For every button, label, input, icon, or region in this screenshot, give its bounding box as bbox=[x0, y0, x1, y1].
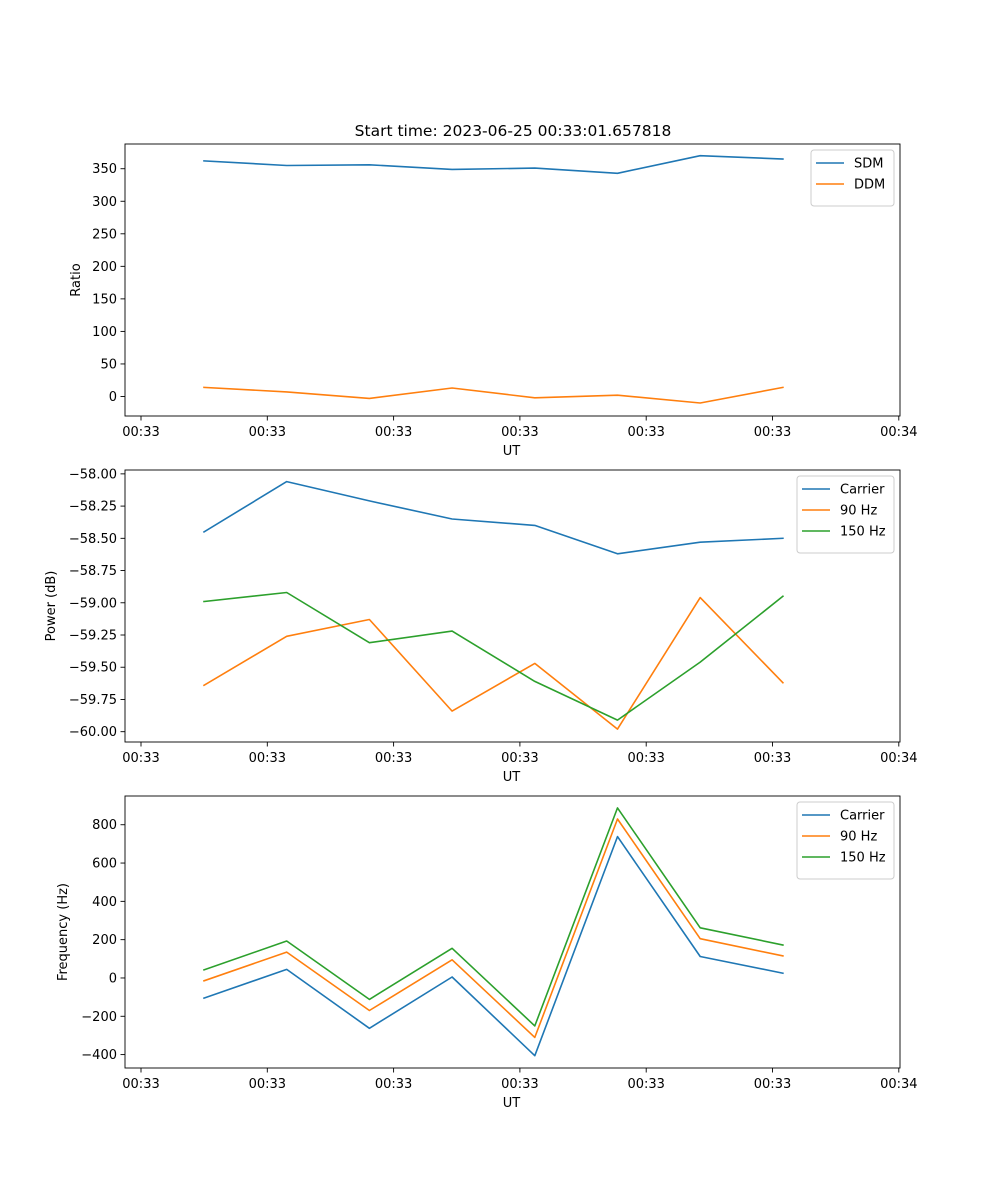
x-tick-label: 00:34 bbox=[880, 425, 917, 440]
x-tick-label: 00:33 bbox=[754, 751, 791, 766]
y-tick-label: 200 bbox=[92, 933, 117, 948]
y-axis-label: Frequency (Hz) bbox=[56, 883, 71, 981]
y-tick-label: −59.50 bbox=[69, 661, 117, 676]
y-tick-label: −60.00 bbox=[69, 725, 117, 740]
x-axis-label: UT bbox=[503, 1096, 521, 1111]
y-tick-label: −58.75 bbox=[69, 564, 117, 579]
legend-label: SDM bbox=[854, 157, 883, 172]
series-line-carrier bbox=[202, 480, 784, 555]
x-tick-label: 00:33 bbox=[754, 425, 791, 440]
y-tick-label: 100 bbox=[92, 325, 117, 340]
x-tick-label: 00:34 bbox=[880, 751, 917, 766]
x-axis-label: UT bbox=[503, 444, 521, 459]
legend-label: 150 Hz bbox=[840, 525, 886, 540]
legend-label: 90 Hz bbox=[840, 504, 877, 519]
y-axis-label: Ratio bbox=[69, 263, 84, 296]
series-line-150-hz bbox=[202, 807, 784, 1027]
x-tick-label: 00:33 bbox=[501, 425, 538, 440]
legend-frame bbox=[796, 475, 895, 554]
x-tick-label: 00:33 bbox=[501, 1077, 538, 1092]
x-tick-label: 00:33 bbox=[122, 751, 159, 766]
x-tick-label: 00:33 bbox=[122, 1077, 159, 1092]
x-axis-label: UT bbox=[503, 770, 521, 785]
y-tick-label: −59.25 bbox=[69, 629, 117, 644]
x-tick-label: 00:33 bbox=[627, 425, 664, 440]
y-tick-label: 150 bbox=[92, 292, 117, 307]
y-tick-label: 250 bbox=[92, 227, 117, 242]
y-tick-label: 800 bbox=[92, 818, 117, 833]
y-tick-label: −58.25 bbox=[69, 500, 117, 515]
y-tick-label: 0 bbox=[109, 390, 117, 405]
legend-label: Carrier bbox=[840, 483, 885, 498]
figure-title: Start time: 2023-06-25 00:33:01.657818 bbox=[355, 122, 672, 140]
series-line-carrier bbox=[202, 835, 784, 1057]
x-tick-label: 00:34 bbox=[880, 1077, 917, 1092]
x-tick-label: 00:33 bbox=[375, 751, 412, 766]
legend-label: 90 Hz bbox=[840, 830, 877, 845]
x-tick-label: 00:33 bbox=[501, 751, 538, 766]
subplot-2: 00:33 00:33 00:33 00:33 00:33 00:33 00:34 −60.0… bbox=[44, 467, 918, 785]
series-line-ddm bbox=[203, 386, 784, 404]
legend: SDM DDM bbox=[810, 149, 895, 207]
y-tick-label: 300 bbox=[92, 195, 117, 210]
x-tick-label: 00:33 bbox=[375, 1077, 412, 1092]
y-tick-label: −58.00 bbox=[69, 467, 117, 482]
legend: Carrier 90 Hz 150 Hz bbox=[796, 475, 895, 554]
series-line-90-hz bbox=[202, 596, 785, 730]
legend-label: DDM bbox=[854, 178, 885, 193]
y-tick-label: −59.75 bbox=[69, 693, 117, 708]
x-tick-label: 00:33 bbox=[375, 425, 412, 440]
plot-area bbox=[124, 143, 901, 417]
legend: Carrier 90 Hz 150 Hz bbox=[796, 801, 895, 880]
legend-label: 150 Hz bbox=[840, 851, 886, 866]
series-line-sdm bbox=[203, 154, 784, 175]
subplots: 00:33 00:33 00:33 00:33 00:33 00:33 00:34 0 50 10… bbox=[44, 143, 918, 1111]
y-tick-label: −200 bbox=[81, 1010, 117, 1025]
y-tick-label: 350 bbox=[92, 162, 117, 177]
series-line-90-hz bbox=[202, 818, 784, 1039]
plot-area bbox=[124, 469, 901, 743]
y-tick-label: 200 bbox=[92, 260, 117, 275]
series-line-150-hz bbox=[203, 591, 785, 721]
x-tick-label: 00:33 bbox=[754, 1077, 791, 1092]
y-axis-label: Power (dB) bbox=[44, 571, 59, 642]
y-tick-label: −58.50 bbox=[69, 532, 117, 547]
y-tick-label: −400 bbox=[81, 1048, 117, 1063]
subplot-1: 00:33 00:33 00:33 00:33 00:33 00:33 00:34 0 50 10… bbox=[69, 143, 918, 459]
x-tick-label: 00:33 bbox=[249, 1077, 286, 1092]
subplot-3: 00:33 00:33 00:33 00:33 00:33 00:33 00:34 −400 −… bbox=[56, 795, 918, 1111]
legend-label: Carrier bbox=[840, 809, 885, 824]
y-tick-label: −59.00 bbox=[69, 596, 117, 611]
x-tick-label: 00:33 bbox=[122, 425, 159, 440]
legend-frame bbox=[810, 149, 895, 207]
x-tick-label: 00:33 bbox=[627, 751, 664, 766]
y-tick-label: 400 bbox=[92, 895, 117, 910]
x-tick-label: 00:33 bbox=[249, 751, 286, 766]
y-tick-label: 600 bbox=[92, 857, 117, 872]
y-tick-label: 0 bbox=[109, 971, 117, 986]
plot-area bbox=[124, 795, 901, 1069]
legend-frame bbox=[796, 801, 895, 880]
x-tick-label: 00:33 bbox=[627, 1077, 664, 1092]
y-tick-label: 50 bbox=[100, 357, 117, 372]
x-tick-label: 00:33 bbox=[249, 425, 286, 440]
